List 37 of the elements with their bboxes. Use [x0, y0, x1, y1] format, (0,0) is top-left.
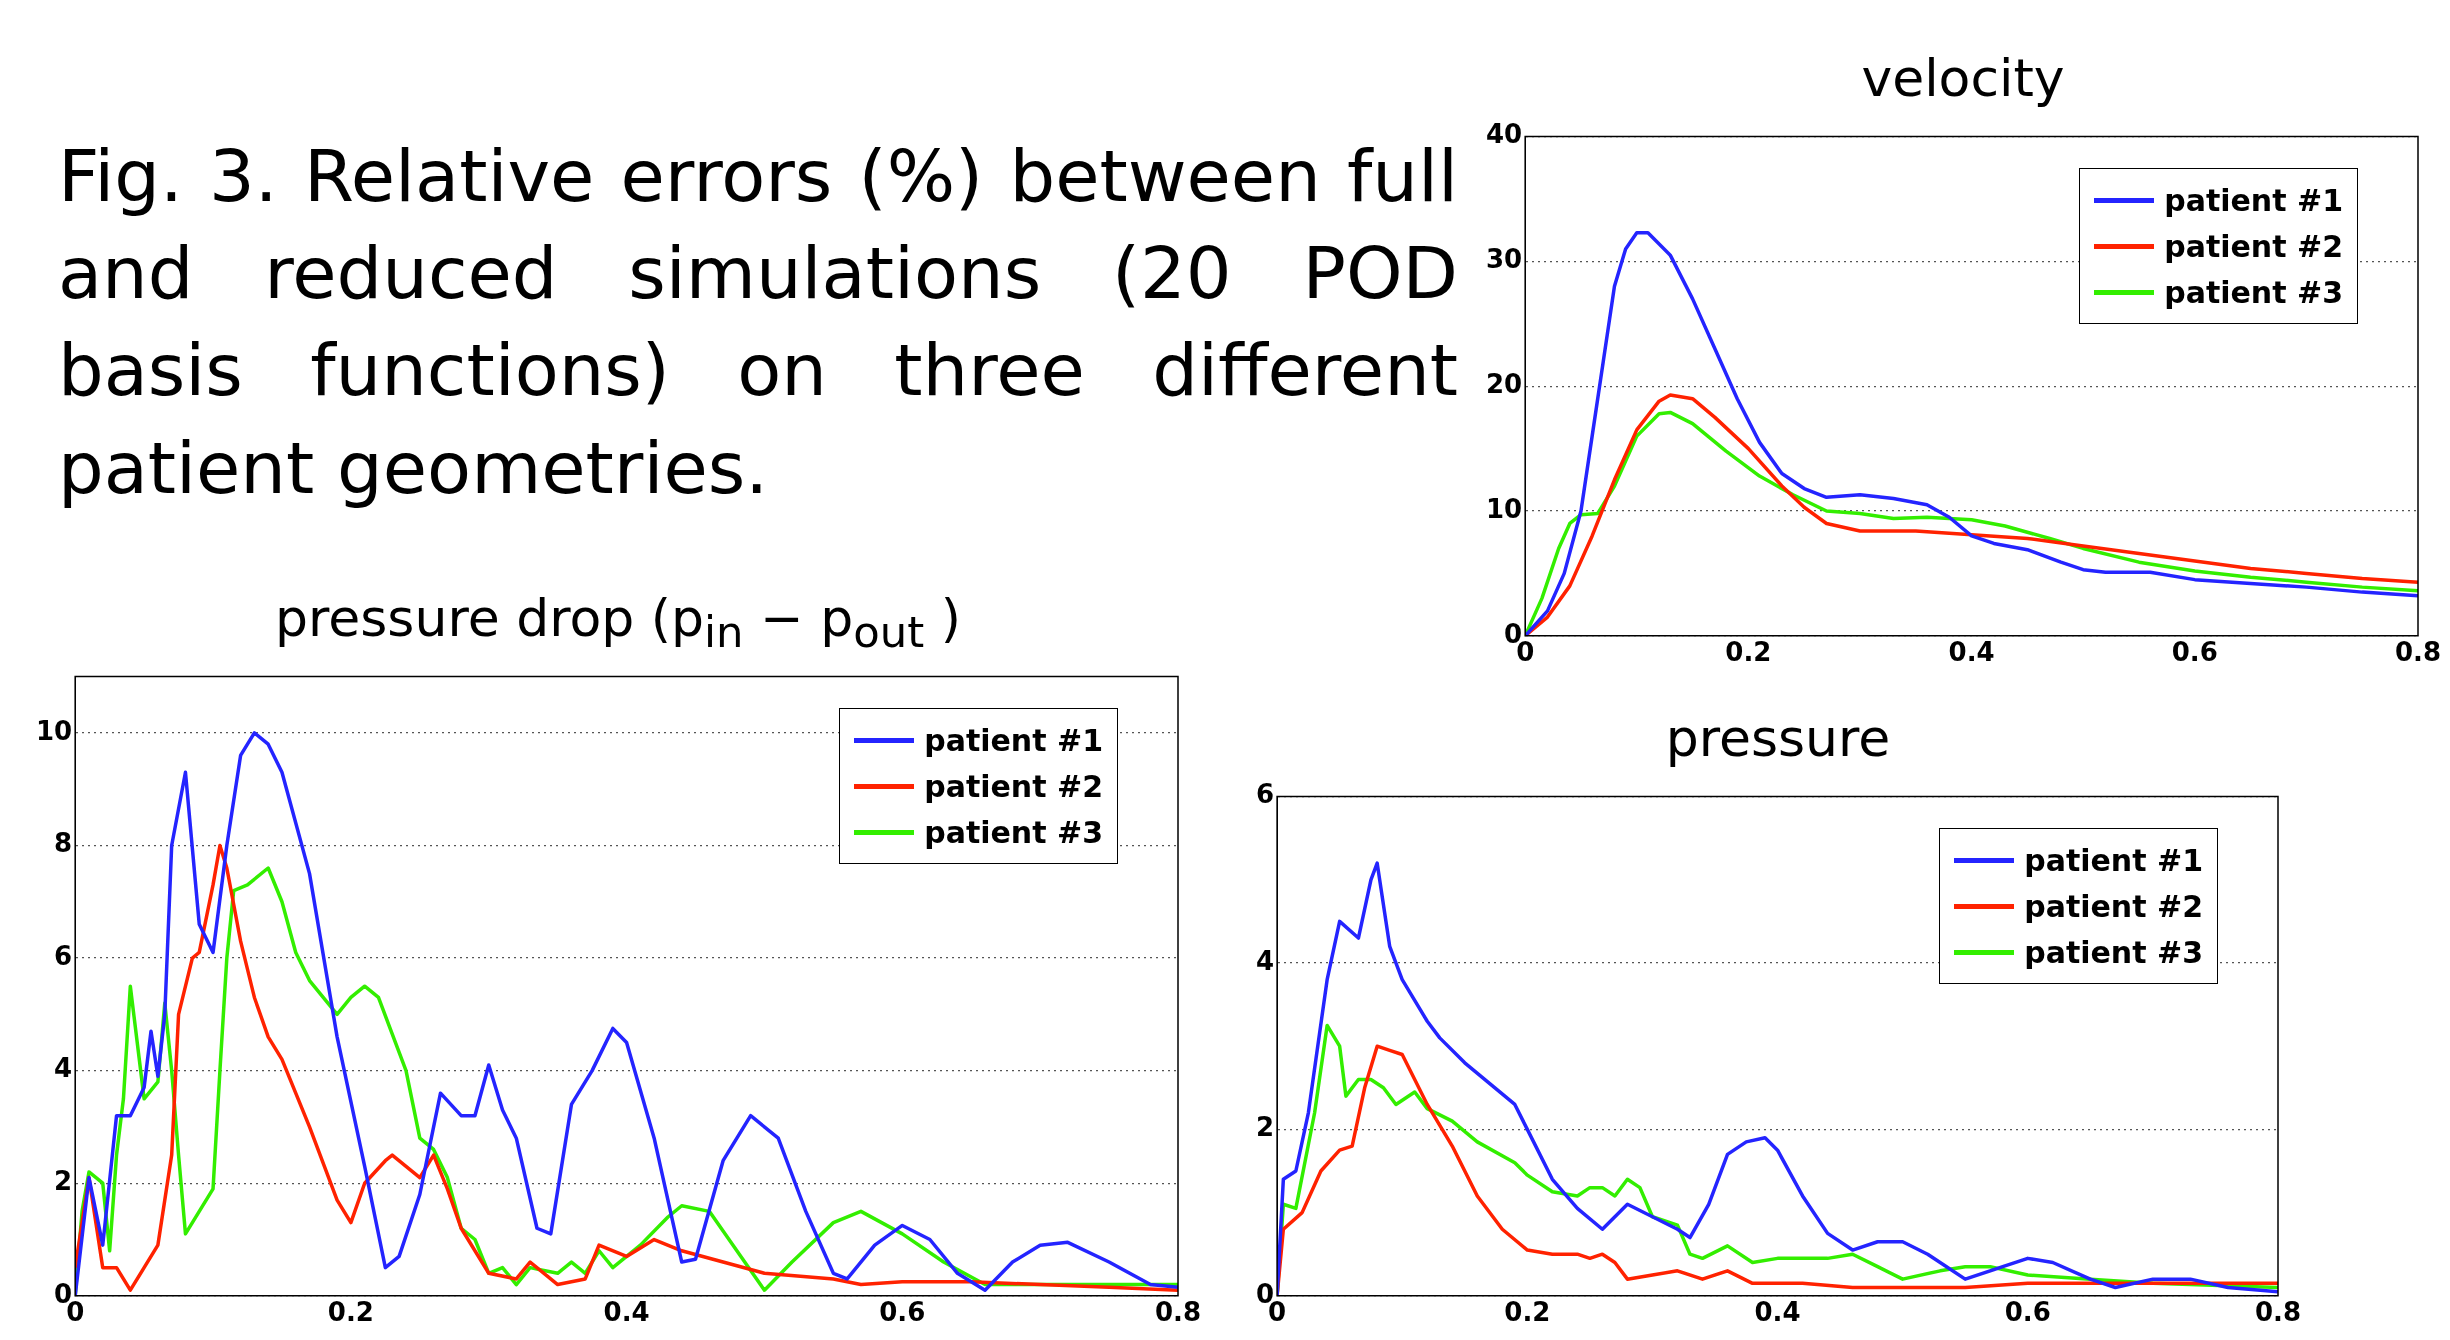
y-tick-label: 6 [54, 940, 73, 971]
x-tick-label: 0.2 [327, 1297, 374, 1328]
legend-label: patient #1 [924, 722, 1103, 758]
chart-title: pressure [1664, 707, 1892, 770]
legend-label: patient #2 [924, 768, 1103, 804]
x-tick-label: 0.2 [1725, 637, 1772, 668]
y-tick-label: 4 [54, 1053, 73, 1084]
chart-title: pressure drop (p$_{in}$ − p$_{out}$ ) [274, 587, 962, 658]
x-tick-label: 0.8 [1154, 1297, 1202, 1328]
x-tick-label: 0.6 [879, 1297, 926, 1328]
x-tick-label: 0.4 [1754, 1297, 1801, 1328]
caption: Fig. 3. Relative errors (%) between full and reduced simulations (20 POD basis functions) on three different patient geometries. [58, 133, 1458, 512]
y-tick-label: 2 [54, 1165, 73, 1196]
x-tick-label: 0.8 [2394, 637, 2442, 668]
x-tick-label: 0.4 [1948, 637, 1995, 668]
x-tick-label: 0.2 [1504, 1297, 1551, 1328]
x-tick-label: 0.6 [2004, 1297, 2051, 1328]
y-tick-label: 40 [1485, 119, 1523, 150]
x-tick-label: 0.4 [603, 1297, 650, 1328]
y-tick-label: 10 [1485, 493, 1523, 524]
legend-label: patient #1 [2164, 182, 2343, 218]
y-tick-label: 20 [1485, 368, 1523, 399]
x-tick-label: 0.6 [2171, 637, 2218, 668]
y-tick-label: 2 [1256, 1112, 1275, 1143]
y-tick-label: 6 [1256, 779, 1275, 810]
legend-label: patient #3 [2164, 274, 2343, 310]
legend-label: patient #3 [2024, 934, 2203, 970]
y-tick-label: 10 [35, 715, 73, 746]
legend-label: patient #2 [2164, 228, 2343, 264]
legend-label: patient #2 [2024, 888, 2203, 924]
legend-label: patient #1 [2024, 842, 2203, 878]
y-tick-label: 30 [1485, 244, 1523, 275]
chart-title: velocity [1860, 47, 2066, 110]
y-tick-label: 4 [1256, 945, 1275, 976]
legend-label: patient #3 [924, 814, 1103, 850]
y-tick-label: 8 [54, 828, 73, 859]
x-tick-label: 0.8 [2254, 1297, 2302, 1328]
